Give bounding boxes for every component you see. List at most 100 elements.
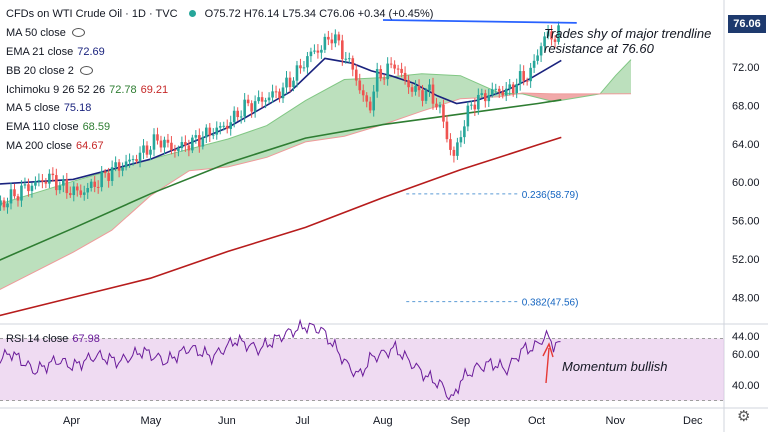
price-axis-label: 44.00 <box>732 331 760 343</box>
candle-bullish <box>257 97 260 102</box>
candle-bearish <box>341 40 344 60</box>
candle-bearish <box>368 101 372 111</box>
hidden-eye-icon[interactable] <box>79 66 93 75</box>
candle-bullish <box>320 49 323 53</box>
legend-ema21[interactable]: EMA 21 close 72.69 <box>6 45 105 59</box>
candle-bullish <box>9 189 13 204</box>
candle-bullish <box>58 185 62 191</box>
candle-bearish <box>41 180 44 182</box>
candle-bullish <box>37 180 41 182</box>
time-axis-label: Jul <box>296 415 310 427</box>
candle-bullish <box>62 179 65 186</box>
legend-ichimoku[interactable]: Ichimoku 9 26 52 26 72.78 69.21 <box>6 83 168 97</box>
ma200-line <box>0 136 562 317</box>
candle-bearish <box>351 58 355 70</box>
candle-bearish <box>407 80 410 88</box>
candle-bearish <box>410 87 414 92</box>
legend-ema110-value: 68.59 <box>82 121 111 133</box>
legend-ichimoku-label: Ichimoku 9 26 52 26 <box>6 84 106 96</box>
legend-rsi-label: RSI 14 close <box>6 333 69 345</box>
candle-bearish <box>107 173 110 181</box>
candle-bearish <box>361 90 365 96</box>
ohlc-close: C76.06 <box>319 8 355 20</box>
candle-bullish <box>205 127 208 138</box>
price-axis-label: 60.00 <box>732 177 760 189</box>
candle-bullish <box>470 104 473 106</box>
candle-bullish <box>539 46 543 56</box>
legend-bb[interactable]: BB 20 close 2 <box>6 64 93 78</box>
candle-bearish <box>452 149 456 156</box>
candle-bearish <box>400 68 403 73</box>
legend-rsi[interactable]: RSI 14 close 67.98 <box>6 332 100 346</box>
candle-bullish <box>121 167 124 171</box>
candle-bullish <box>89 181 93 189</box>
candle-bearish <box>431 84 435 104</box>
price-axis-label: 72.00 <box>732 62 760 74</box>
candle-bullish <box>48 173 51 184</box>
ichimoku-cloud-bearish <box>519 93 600 102</box>
candle-bullish <box>194 135 198 138</box>
candle-bullish <box>114 162 117 168</box>
candle-bullish <box>456 142 459 156</box>
candle-bullish <box>180 142 184 149</box>
candle-bullish <box>271 91 274 98</box>
candle-bearish <box>44 181 48 184</box>
candle-bearish <box>16 196 20 201</box>
live-dot-icon <box>188 10 196 17</box>
candle-bearish <box>274 91 278 93</box>
settings-gear-icon[interactable]: ⚙ <box>737 408 751 425</box>
candle-bearish <box>246 99 250 104</box>
candle-bullish <box>0 200 2 206</box>
candle-bearish <box>2 200 6 208</box>
candle-bullish <box>100 171 103 188</box>
candle-bullish <box>490 89 494 95</box>
price-axis-label: 68.00 <box>732 100 760 112</box>
candle-bullish <box>309 51 313 57</box>
candle-bearish <box>187 145 191 151</box>
candle-bearish <box>51 173 55 176</box>
time-axis-label: May <box>141 415 162 427</box>
candle-bearish <box>93 181 96 187</box>
candle-bullish <box>306 56 309 68</box>
candle-bullish <box>414 85 417 92</box>
legend-ma5-label: MA 5 close <box>6 102 60 114</box>
candle-bullish <box>480 93 484 95</box>
hidden-eye-icon[interactable] <box>71 28 85 37</box>
candle-bullish <box>201 137 205 147</box>
candle-bearish <box>65 179 69 194</box>
candle-bullish <box>6 203 9 208</box>
trendline-resistance <box>382 19 577 24</box>
candle-bearish <box>327 36 330 40</box>
ichimoku-cloud-bullish <box>0 73 520 290</box>
legend-ma50[interactable]: MA 50 close <box>6 26 85 40</box>
candle-bullish <box>239 116 243 118</box>
ichimoku-span-b-line <box>0 92 632 290</box>
legend-ma200-value: 64.67 <box>76 140 104 152</box>
candle-bullish <box>253 101 257 112</box>
legend-ema110[interactable]: EMA 110 close 68.59 <box>6 120 110 134</box>
legend-ma5[interactable]: MA 5 close 75.18 <box>6 101 91 115</box>
candle-bearish <box>382 78 386 80</box>
candle-bearish <box>511 84 515 94</box>
candle-bullish <box>466 105 470 127</box>
fibonacci-level-label: 0.236(58.79) <box>522 190 579 201</box>
candle-bearish <box>421 90 424 101</box>
candle-bearish <box>170 142 173 151</box>
candle-bullish <box>313 50 316 52</box>
price-axis-label: 52.00 <box>732 254 760 266</box>
candle-bearish <box>497 88 501 92</box>
trendline-annotation: Trades shy of major trendline resistance… <box>544 26 711 56</box>
candle-bullish <box>424 90 428 101</box>
candle-bearish <box>393 64 396 69</box>
candle-bearish <box>79 190 83 195</box>
rsi-line <box>0 318 561 401</box>
candle-bullish <box>82 192 86 195</box>
candle-bullish <box>229 122 233 129</box>
candle-bearish <box>145 145 149 155</box>
legend-rsi-value: 67.98 <box>72 333 100 345</box>
candle-bullish <box>546 31 550 37</box>
candle-bullish <box>281 87 285 99</box>
candle-bullish <box>543 36 546 47</box>
legend-ma200[interactable]: MA 200 close 64.67 <box>6 139 104 153</box>
